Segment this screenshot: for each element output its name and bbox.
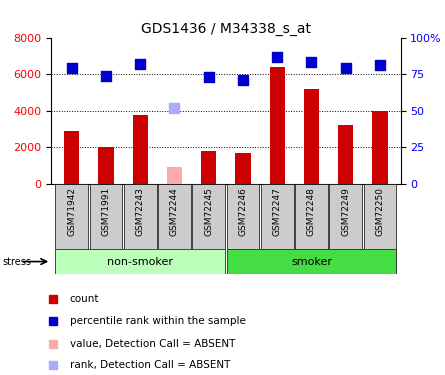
Text: GSM72248: GSM72248 — [307, 187, 316, 236]
Text: count: count — [70, 294, 99, 304]
Point — [137, 61, 144, 67]
Point — [376, 62, 384, 68]
Bar — [295, 184, 328, 249]
Text: smoker: smoker — [291, 256, 332, 267]
Point — [342, 65, 349, 71]
Bar — [261, 184, 294, 249]
Bar — [304, 89, 319, 184]
Bar — [98, 147, 113, 184]
Title: GDS1436 / M34338_s_at: GDS1436 / M34338_s_at — [141, 22, 311, 36]
Bar — [124, 184, 157, 249]
Point — [308, 59, 315, 65]
Point — [239, 77, 247, 83]
Point — [68, 65, 75, 71]
Bar — [55, 249, 225, 274]
Bar — [227, 249, 396, 274]
Text: percentile rank within the sample: percentile rank within the sample — [70, 316, 246, 326]
Bar — [364, 184, 396, 249]
Bar — [235, 153, 251, 184]
Text: GSM72249: GSM72249 — [341, 187, 350, 236]
Bar — [192, 184, 225, 249]
Point — [274, 54, 281, 60]
Bar — [64, 131, 79, 184]
Text: GSM72243: GSM72243 — [136, 187, 145, 236]
Text: rank, Detection Call = ABSENT: rank, Detection Call = ABSENT — [70, 360, 230, 370]
Bar — [227, 184, 259, 249]
Bar — [133, 115, 148, 184]
Bar — [167, 167, 182, 184]
Bar — [329, 184, 362, 249]
Text: GSM72247: GSM72247 — [273, 187, 282, 236]
Point — [171, 105, 178, 111]
Point — [205, 74, 212, 80]
Text: non-smoker: non-smoker — [107, 256, 173, 267]
Bar — [89, 184, 122, 249]
Bar — [201, 151, 216, 184]
Text: GSM72250: GSM72250 — [376, 187, 384, 236]
Text: value, Detection Call = ABSENT: value, Detection Call = ABSENT — [70, 339, 235, 349]
Bar — [338, 125, 353, 184]
Text: GSM72245: GSM72245 — [204, 187, 213, 236]
Bar — [55, 184, 88, 249]
Bar — [270, 67, 285, 184]
Bar — [158, 184, 191, 249]
Point — [102, 72, 109, 78]
Text: GSM71991: GSM71991 — [101, 187, 110, 236]
Text: GSM72244: GSM72244 — [170, 187, 179, 236]
Bar — [372, 111, 388, 184]
Text: stress: stress — [2, 256, 31, 267]
Text: GSM71942: GSM71942 — [67, 187, 76, 236]
Text: GSM72246: GSM72246 — [239, 187, 247, 236]
